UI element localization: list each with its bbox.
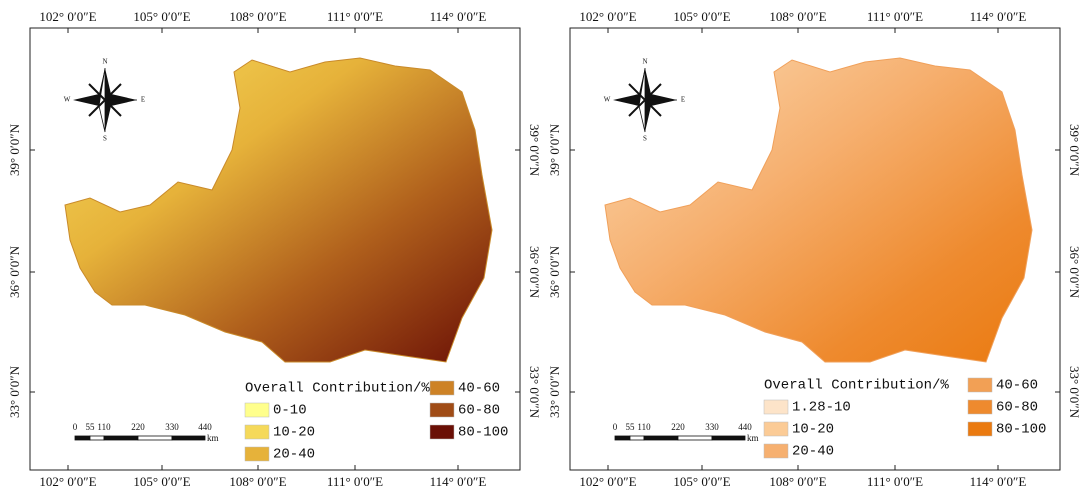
scale-label: 55 — [86, 422, 96, 432]
longitude-label: 108° 0′0″E — [229, 474, 286, 489]
compass-letter: S — [643, 135, 647, 143]
legend-label: 60-80 — [458, 403, 500, 419]
scale-label: 220 — [131, 422, 145, 432]
legend-swatch — [245, 447, 269, 461]
map-panel: 102° 0′0″E 105° 0′0″E 108° 0′0″E 111° 0′0″E… — [547, 9, 1082, 489]
scale-segment — [104, 436, 138, 440]
legend-label: 80-100 — [458, 425, 508, 441]
figure: 102° 0′0″E 105° 0′0″E 108° 0′0″E 111° 0′0″E… — [0, 0, 1083, 493]
latitude-label: 39° 0′0″N — [527, 124, 542, 177]
legend-swatch — [430, 381, 454, 395]
compass-letter: E — [141, 96, 145, 104]
latitude-label: 39° 0′0″N — [547, 123, 562, 176]
longitude-label: 102° 0′0″E — [579, 9, 636, 24]
scale-label: 55 — [626, 422, 636, 432]
compass-letter: S — [103, 135, 107, 143]
latitude-label: 39° 0′0″N — [7, 123, 22, 176]
longitude-label: 108° 0′0″E — [229, 9, 286, 24]
longitude-label: 105° 0′0″E — [133, 474, 190, 489]
latitude-label: 36° 0′0″N — [547, 245, 562, 298]
latitude-label: 36° 0′0″N — [7, 245, 22, 298]
scale-segment — [75, 436, 90, 440]
legend-label: 80-100 — [996, 422, 1046, 438]
legend-label: 20-40 — [792, 444, 834, 460]
legend-swatch — [968, 400, 992, 414]
legend-label: 10-20 — [792, 422, 834, 438]
longitude-label: 114° 0′0″E — [430, 9, 487, 24]
longitude-label: 108° 0′0″E — [769, 474, 826, 489]
latitude-label: 36° 0′0″N — [1067, 246, 1082, 299]
legend-label: 40-60 — [458, 381, 500, 397]
legend-swatch — [430, 425, 454, 439]
longitude-label: 108° 0′0″E — [769, 9, 826, 24]
legend-title: Overall Contribution/% — [245, 381, 430, 397]
compass-letter: W — [64, 96, 71, 104]
scale-label: 110 — [97, 422, 111, 432]
legend-swatch — [764, 400, 788, 414]
legend-swatch — [764, 444, 788, 458]
scale-segment — [644, 436, 678, 440]
longitude-label: 111° 0′0″E — [327, 9, 383, 24]
legend-label: 1.28-10 — [792, 400, 851, 416]
longitude-label: 102° 0′0″E — [39, 474, 96, 489]
compass-letter: W — [604, 96, 611, 104]
latitude-label: 33° 0′0″N — [547, 365, 562, 418]
scale-label: 0 — [613, 422, 618, 432]
legend-label: 10-20 — [273, 425, 315, 441]
scale-segment — [678, 436, 712, 440]
scale-label: 110 — [637, 422, 651, 432]
longitude-label: 105° 0′0″E — [673, 474, 730, 489]
scale-label: 440 — [198, 422, 212, 432]
legend-label: 40-60 — [996, 378, 1038, 394]
longitude-label: 111° 0′0″E — [867, 474, 923, 489]
longitude-label: 102° 0′0″E — [579, 474, 636, 489]
legend-swatch — [245, 425, 269, 439]
compass-letter: N — [102, 58, 107, 66]
region-map — [605, 58, 1032, 362]
legend-swatch — [430, 403, 454, 417]
legend-swatch — [968, 422, 992, 436]
longitude-label: 114° 0′0″E — [430, 474, 487, 489]
longitude-label: 105° 0′0″E — [673, 9, 730, 24]
scale-label: 220 — [671, 422, 685, 432]
scale-segment — [172, 436, 205, 440]
legend-label: 0-10 — [273, 403, 307, 419]
legend-swatch — [968, 378, 992, 392]
scale-segment — [630, 436, 644, 440]
legend-label: 20-40 — [273, 447, 315, 463]
longitude-label: 114° 0′0″E — [970, 474, 1027, 489]
scale-segment — [615, 436, 630, 440]
scale-unit: km — [747, 433, 759, 443]
map-panel: 102° 0′0″E 105° 0′0″E 108° 0′0″E 111° 0′0″E… — [7, 9, 542, 489]
scale-unit: km — [207, 433, 219, 443]
legend-swatch — [764, 422, 788, 436]
longitude-label: 102° 0′0″E — [39, 9, 96, 24]
latitude-label: 33° 0′0″N — [1067, 366, 1082, 419]
region-map — [65, 58, 492, 362]
scale-segment — [138, 436, 172, 440]
longitude-label: 114° 0′0″E — [970, 9, 1027, 24]
latitude-label: 33° 0′0″N — [527, 366, 542, 419]
latitude-label: 33° 0′0″N — [7, 365, 22, 418]
longitude-label: 111° 0′0″E — [867, 9, 923, 24]
scale-label: 0 — [73, 422, 78, 432]
longitude-label: 105° 0′0″E — [133, 9, 190, 24]
latitude-label: 36° 0′0″N — [527, 246, 542, 299]
scale-segment — [90, 436, 104, 440]
legend-swatch — [245, 403, 269, 417]
legend-label: 60-80 — [996, 400, 1038, 416]
scale-label: 330 — [705, 422, 719, 432]
latitude-label: 39° 0′0″N — [1067, 124, 1082, 177]
compass-letter: N — [642, 58, 647, 66]
longitude-label: 111° 0′0″E — [327, 474, 383, 489]
scale-segment — [712, 436, 745, 440]
scale-label: 330 — [165, 422, 179, 432]
legend-title: Overall Contribution/% — [764, 378, 949, 394]
scale-label: 440 — [738, 422, 752, 432]
compass-letter: E — [681, 96, 685, 104]
